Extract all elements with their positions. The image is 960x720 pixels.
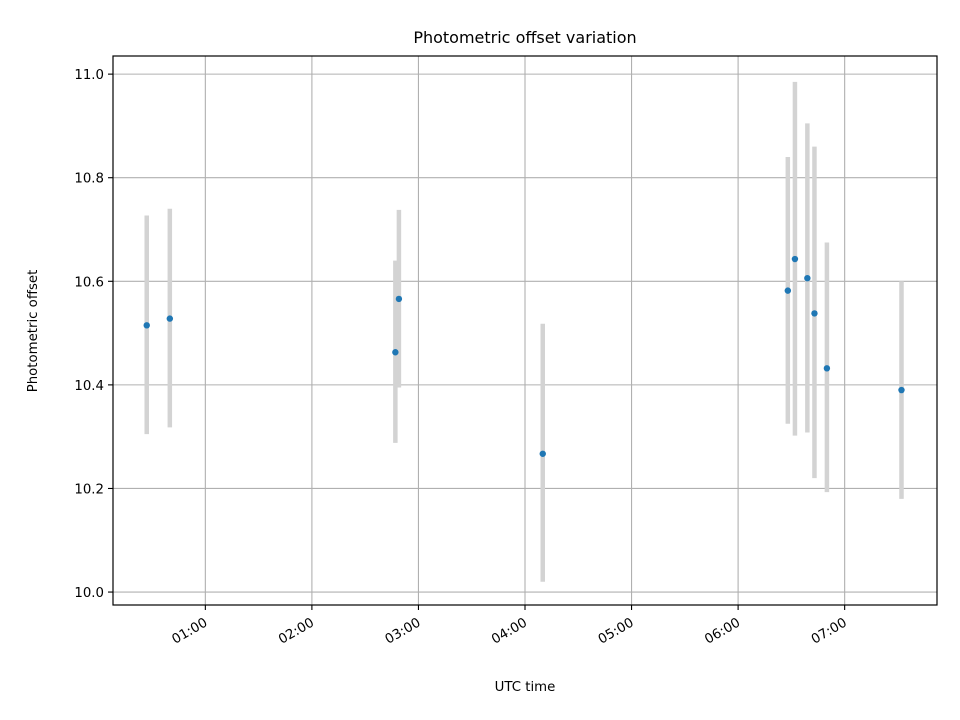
y-tick-label: 10.0 (74, 586, 104, 601)
chart-title: Photometric offset variation (413, 28, 636, 47)
data-point (395, 295, 403, 303)
y-axis-label: Photometric offset (26, 270, 41, 393)
y-tick-label: 10.6 (74, 275, 104, 290)
data-point (143, 322, 150, 329)
data-point (784, 287, 792, 294)
grid (113, 56, 937, 605)
data-point (811, 310, 818, 317)
data-point (166, 315, 174, 322)
y-tick-label: 10.4 (74, 379, 104, 394)
data-point (392, 349, 399, 356)
data-point (539, 450, 546, 457)
data-points (143, 255, 905, 457)
y-axis-ticks: 10.0 10.2 10.4 10.6 10.8 11.0 (74, 68, 113, 601)
data-point (804, 274, 811, 282)
data-point (898, 386, 905, 394)
data-point (791, 255, 799, 263)
data-point (823, 365, 831, 372)
y-tick-label: 10.2 (74, 482, 104, 497)
y-tick-label: 10.8 (74, 172, 104, 187)
x-axis-label: UTC time (495, 680, 556, 695)
y-tick-label: 11.0 (74, 68, 104, 83)
